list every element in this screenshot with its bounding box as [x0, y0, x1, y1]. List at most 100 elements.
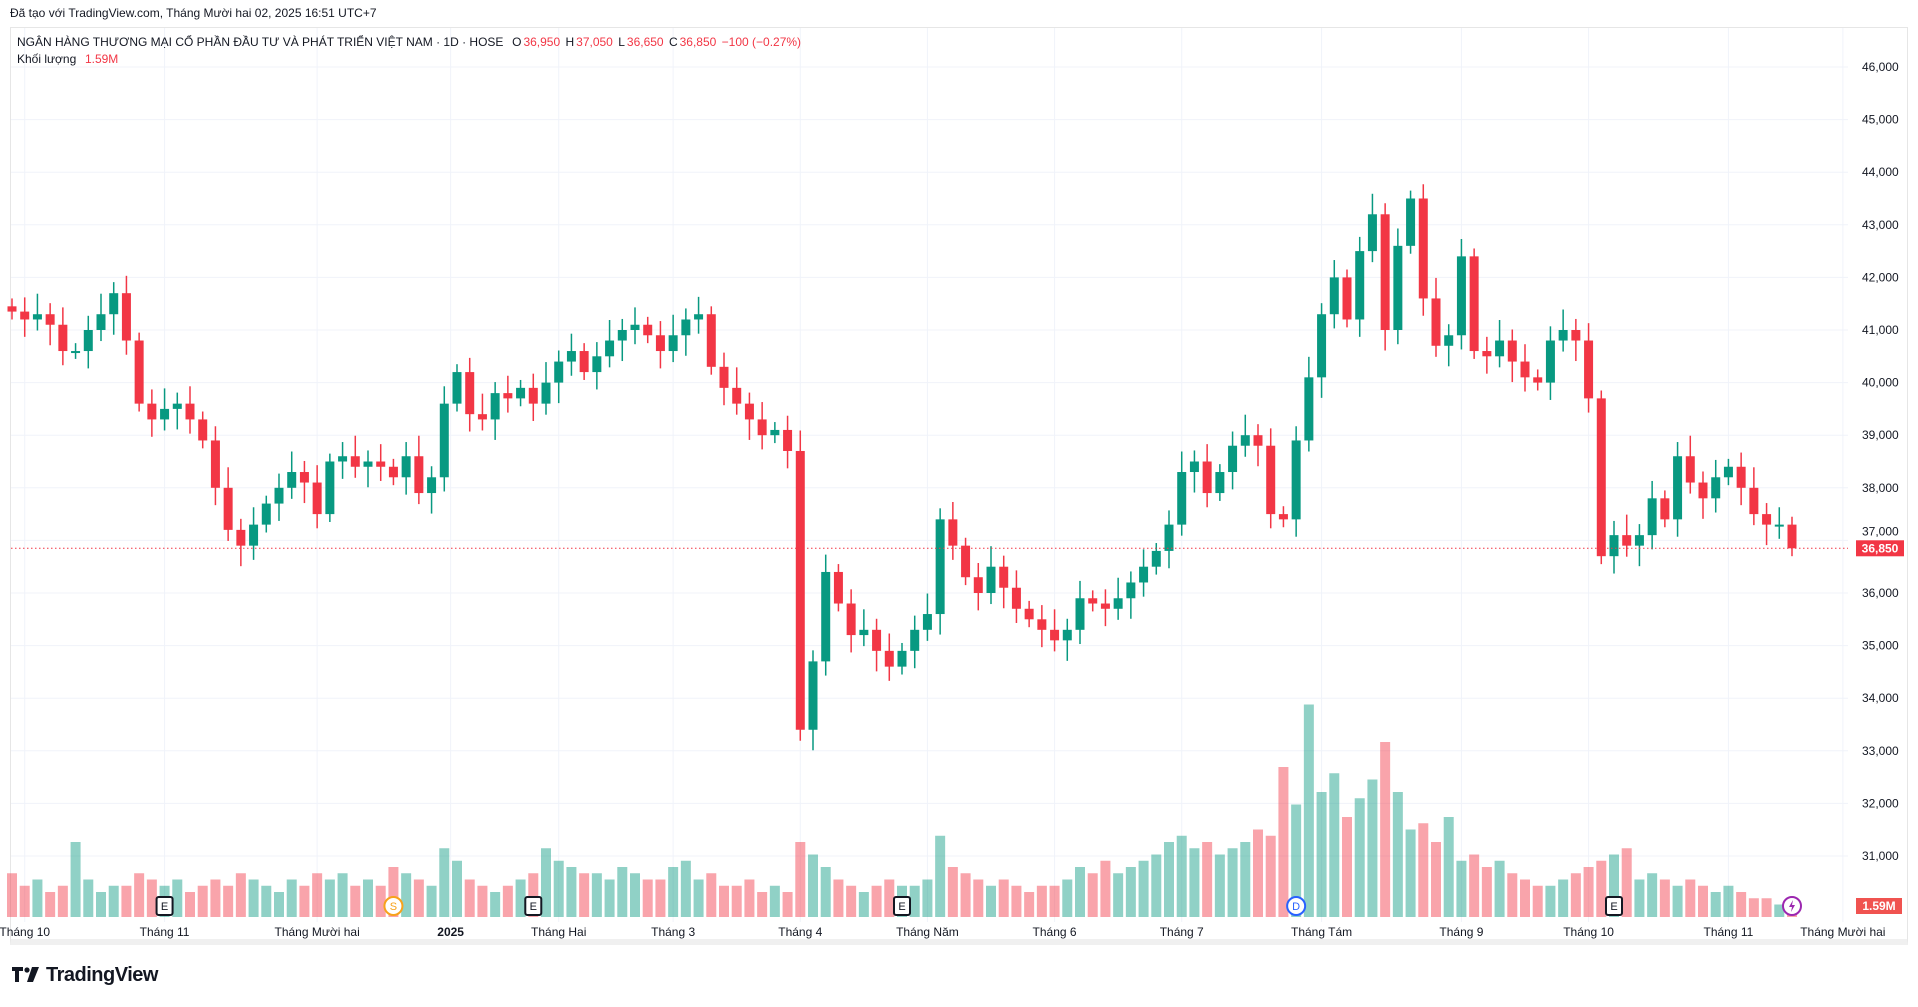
candle-body: [1024, 608, 1034, 620]
price-tick-label: 46,000: [1862, 60, 1899, 74]
candle-body: [1520, 361, 1530, 378]
candle-body: [58, 324, 68, 352]
low-value: 36,650: [626, 35, 664, 49]
candle-body: [1304, 377, 1314, 441]
volume-bar: [1418, 823, 1429, 917]
volume-bar: [1189, 848, 1200, 917]
symbol-title[interactable]: NGÂN HÀNG THƯƠNG MẠI CỔ PHẦN ĐẦU TƯ VÀ P…: [17, 35, 504, 49]
candle-body: [1228, 445, 1238, 473]
volume-bar: [604, 879, 615, 917]
candle-body: [643, 324, 653, 336]
volume-bar: [1736, 892, 1747, 917]
volume-bar: [388, 867, 399, 917]
volume-bar: [261, 885, 272, 917]
earnings-event-icon[interactable]: [1605, 896, 1623, 916]
split-event-icon[interactable]: [383, 896, 404, 916]
candle-body: [452, 372, 462, 404]
low-label: L: [618, 35, 625, 49]
event-label: S: [390, 901, 397, 913]
volume-bar: [1545, 885, 1556, 917]
volume-bar: [1049, 885, 1060, 917]
volume-bar: [1036, 885, 1047, 917]
last-price-badge: [1856, 540, 1904, 557]
volume-bar: [1265, 835, 1276, 917]
volume-bar: [1609, 854, 1619, 917]
time-tick-label: 2025: [437, 925, 464, 939]
candle-body: [287, 472, 297, 488]
candle-body: [1037, 619, 1047, 630]
time-tick-label: Tháng 7: [1160, 925, 1204, 939]
candle-body: [32, 314, 42, 320]
volume-bar: [286, 879, 297, 917]
volume-bar: [617, 867, 628, 917]
volume-bar: [375, 885, 386, 917]
candle-body: [109, 293, 119, 315]
candle-body: [1291, 440, 1301, 520]
candle-body: [935, 519, 945, 615]
candle-body: [528, 387, 538, 404]
dividend-event-icon[interactable]: [1286, 896, 1307, 916]
volume-bar: [935, 835, 946, 917]
candle-body: [236, 529, 246, 546]
candle-body: [1393, 245, 1403, 330]
last-volume-badge: [1856, 898, 1902, 914]
candle-body: [363, 461, 373, 467]
brand-name: TradingView: [46, 964, 158, 986]
candle-body: [922, 614, 932, 630]
volume-bar: [858, 892, 869, 917]
candle-body: [1495, 340, 1505, 357]
volume-bar: [553, 860, 564, 917]
candle-body: [541, 382, 551, 404]
volume-bar: [248, 879, 259, 917]
change-value: −100 (−0.27%): [721, 35, 802, 49]
tradingview-logo[interactable]: TradingView: [12, 964, 158, 987]
volume-bar: [1634, 879, 1645, 917]
candle-body: [554, 361, 564, 383]
volume-bar: [45, 892, 56, 917]
candle-body: [1100, 603, 1110, 609]
volume-bar: [490, 892, 501, 917]
volume-bar: [1253, 829, 1263, 917]
volume-bar: [235, 873, 246, 917]
volume-bar: [986, 885, 996, 917]
volume-bar: [1647, 873, 1658, 917]
candle-body: [1011, 587, 1021, 609]
candle-body: [592, 356, 602, 373]
volume-bar: [121, 885, 132, 917]
volume-bar: [210, 879, 221, 917]
earnings-event-icon[interactable]: [524, 896, 543, 916]
volume-bar: [1481, 867, 1492, 917]
price-tick-label: 33,000: [1862, 744, 1899, 758]
earnings-event-icon[interactable]: [155, 896, 174, 916]
volume-line: Khối lượng 1.59M: [17, 51, 803, 68]
candle-body: [1278, 514, 1288, 520]
volume-bar: [1723, 885, 1734, 917]
candle-body: [198, 419, 208, 441]
volume-value: 1.59M: [84, 52, 119, 66]
volume-bar: [1698, 885, 1708, 917]
high-label: H: [565, 35, 575, 49]
candle-body: [1507, 340, 1517, 362]
price-tick-label: 35,000: [1862, 639, 1899, 653]
volume-bar: [1405, 829, 1416, 917]
volume-bar: [1443, 817, 1454, 917]
candle-body: [961, 545, 971, 578]
volume-bar: [1583, 867, 1594, 917]
volume-bar: [1710, 892, 1721, 917]
lightning-icon: [1789, 900, 1795, 912]
candle-body: [465, 372, 475, 415]
volume-bar: [1494, 860, 1505, 917]
time-tick-label: Tháng Năm: [896, 925, 959, 939]
candle-body: [439, 403, 449, 478]
time-tick-label: Tháng Tám: [1291, 925, 1352, 939]
volume-bar: [1125, 867, 1136, 917]
candle-body: [1329, 277, 1339, 315]
volume-bar: [324, 879, 335, 917]
earnings-event-icon[interactable]: [893, 896, 911, 916]
volume-bar: [1151, 854, 1162, 917]
candle-body: [45, 314, 55, 325]
candle-body: [1050, 629, 1060, 641]
candle-body: [160, 408, 170, 420]
close-label: C: [668, 35, 678, 49]
